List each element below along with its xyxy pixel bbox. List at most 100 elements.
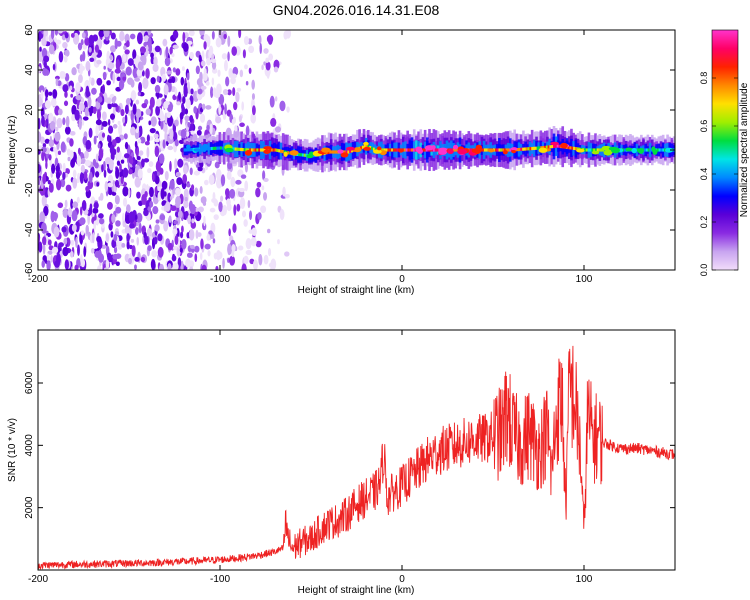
- noise-speck: [159, 110, 164, 122]
- noise-speck: [249, 210, 253, 221]
- signal-band-cell: [274, 148, 277, 152]
- noise-speck: [95, 171, 100, 178]
- signal-band-blob: [363, 146, 372, 151]
- signal-band-cell: [436, 148, 439, 152]
- signal-band-cell: [589, 148, 592, 152]
- noise-speck: [197, 166, 203, 172]
- noise-speck: [82, 116, 89, 121]
- signal-band-blob: [474, 148, 482, 154]
- signal-band-cell: [385, 148, 388, 152]
- noise-speck: [134, 256, 140, 262]
- noise-speck: [194, 253, 198, 263]
- noise-speck: [226, 198, 231, 206]
- noise-speck: [64, 32, 69, 39]
- signal-band-cell: [234, 147, 237, 151]
- signal-band-cell: [549, 145, 552, 149]
- noise-speck: [172, 245, 178, 251]
- signal-band-blob: [283, 151, 288, 157]
- noise-speck: [185, 258, 191, 268]
- noise-speck: [226, 89, 232, 96]
- noise-speck: [43, 55, 50, 63]
- noise-speck: [241, 101, 245, 111]
- signal-band-cell: [223, 146, 226, 150]
- noise-speck: [174, 158, 178, 170]
- noise-speck: [72, 169, 77, 178]
- noise-speck: [182, 42, 189, 52]
- noise-speck: [247, 199, 251, 209]
- signal-band-cell: [482, 148, 485, 152]
- signal-band-blob: [502, 150, 508, 155]
- noise-speck: [80, 254, 83, 264]
- signal-band-cell: [658, 148, 661, 152]
- noise-speck: [186, 72, 190, 81]
- noise-speck: [141, 54, 147, 66]
- noise-speck: [96, 182, 100, 187]
- signal-band-cell: [452, 148, 455, 152]
- noise-speck: [251, 105, 256, 116]
- signal-band-cell: [185, 148, 188, 152]
- noise-speck: [108, 62, 115, 70]
- noise-speck: [80, 158, 86, 165]
- noise-speck: [243, 255, 249, 265]
- noise-speck: [201, 264, 207, 270]
- noise-speck: [38, 241, 43, 253]
- spectrogram-ylabel: Frequency (Hz): [7, 116, 18, 185]
- noise-speck: [138, 222, 142, 234]
- noise-speck: [273, 66, 279, 73]
- noise-speck: [79, 206, 83, 216]
- noise-speck: [122, 53, 127, 63]
- signal-band-cell: [622, 148, 625, 152]
- signal-band-cell: [250, 148, 253, 152]
- noise-speck: [199, 30, 205, 37]
- signal-band-blob: [438, 147, 448, 152]
- noise-speck: [155, 99, 162, 107]
- noise-speck: [200, 238, 204, 250]
- noise-speck: [172, 67, 176, 73]
- noise-speck: [53, 146, 57, 153]
- noise-speck: [60, 178, 66, 188]
- signal-band-cell: [209, 147, 212, 151]
- noise-speck: [229, 255, 236, 266]
- noise-speck: [184, 196, 188, 202]
- signal-band-cell: [236, 147, 239, 151]
- noise-speck: [165, 46, 169, 58]
- signal-band-blob: [263, 149, 271, 154]
- noise-speck: [48, 44, 55, 55]
- noise-speck: [44, 100, 51, 109]
- noise-speck: [180, 76, 185, 86]
- spectrogram-xlabel: Height of straight line (km): [298, 285, 415, 296]
- colorbar-gradient: [712, 30, 738, 270]
- signal-band-cell: [500, 148, 503, 152]
- noise-speck: [141, 103, 148, 109]
- noise-speck: [39, 46, 42, 52]
- snr-xlabel: Height of straight line (km): [298, 585, 415, 596]
- noise-speck: [132, 66, 139, 79]
- noise-speck: [159, 214, 166, 221]
- noise-speck: [98, 148, 104, 160]
- noise-speck: [261, 185, 265, 191]
- noise-speck: [137, 138, 142, 144]
- signal-band-cell: [280, 149, 283, 153]
- noise-speck: [38, 117, 41, 130]
- noise-speck: [109, 113, 116, 120]
- noise-speck: [105, 233, 110, 242]
- noise-speck: [150, 116, 157, 127]
- noise-speck: [226, 170, 232, 181]
- noise-speck: [111, 191, 117, 196]
- noise-speck: [146, 146, 150, 159]
- noise-speck: [115, 220, 121, 227]
- noise-speck: [136, 236, 139, 246]
- noise-speck: [190, 184, 195, 191]
- noise-speck: [109, 45, 117, 53]
- noise-speck: [78, 74, 83, 84]
- noise-speck: [149, 96, 155, 108]
- noise-speck: [38, 177, 41, 186]
- signal-band-cell: [269, 148, 272, 152]
- signal-band-cell: [423, 148, 426, 152]
- noise-speck: [215, 37, 222, 48]
- signal-band-cell: [454, 148, 457, 152]
- noise-speck: [43, 205, 49, 217]
- noise-speck: [123, 45, 127, 51]
- noise-speck: [70, 198, 74, 210]
- noise-speck: [266, 228, 271, 234]
